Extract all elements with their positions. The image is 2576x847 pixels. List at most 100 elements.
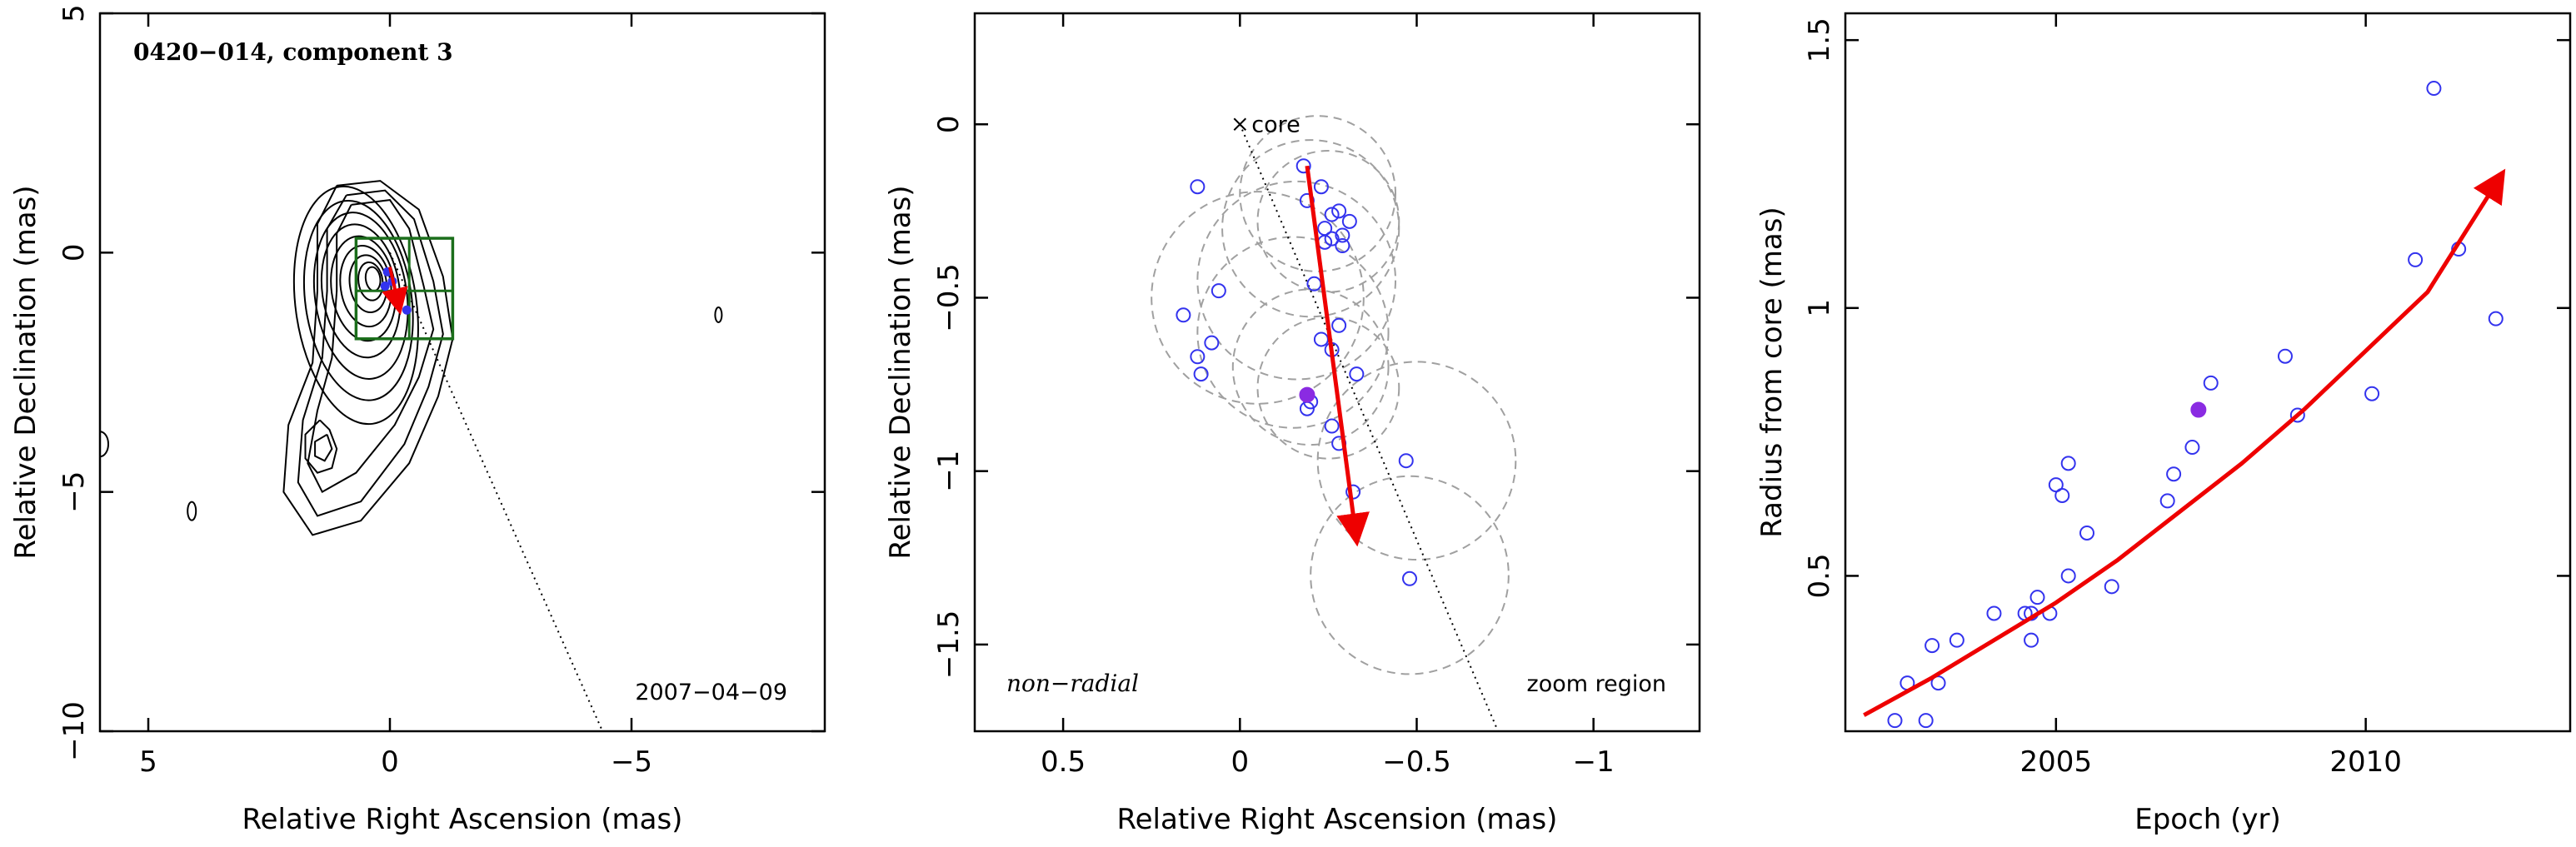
radius-point xyxy=(2277,348,2293,364)
contour-level-outer xyxy=(314,433,333,462)
position-point xyxy=(1313,331,1329,347)
map-x-tick-label: −5 xyxy=(611,745,652,779)
contour-island xyxy=(187,501,197,521)
radius-content xyxy=(1863,81,2506,729)
radius-frame xyxy=(1844,12,2572,733)
trajectory-line xyxy=(1239,123,1500,731)
contour-level xyxy=(320,223,402,359)
position-point xyxy=(1331,203,1347,219)
position-point xyxy=(1335,227,1350,243)
highlight-point xyxy=(2190,401,2207,418)
position-point xyxy=(1204,335,1220,351)
uncertainty-circle xyxy=(1196,180,1397,381)
map-plot-area xyxy=(100,180,723,731)
uncertainty-circle xyxy=(1316,361,1517,561)
radius-point xyxy=(1925,638,1940,654)
zoom-x-tick-label: −1 xyxy=(1573,745,1615,779)
non-radial-label: non−radial xyxy=(1006,670,1139,697)
radius-y-tick-label: 0.5 xyxy=(1803,553,1836,598)
radius-point xyxy=(1918,713,1934,729)
map-x-tick-label: 0 xyxy=(381,745,399,779)
radius-point xyxy=(2289,407,2305,423)
date-label: 2007−04−09 xyxy=(635,680,787,705)
zoom-plot-area xyxy=(1151,115,1517,731)
radius-plot-area xyxy=(1863,81,2506,729)
component-point xyxy=(402,305,412,315)
contour-level xyxy=(357,261,384,301)
radius-point xyxy=(2029,590,2045,605)
map-title: 0420−014, component 3 xyxy=(133,38,453,66)
map-overlays xyxy=(354,237,604,731)
position-point xyxy=(1349,366,1365,382)
position-point xyxy=(1211,283,1226,299)
position-point xyxy=(1324,418,1340,434)
zoom-content xyxy=(1151,115,1517,731)
radius-y-tick-label: 1.5 xyxy=(1803,17,1836,62)
radius-point xyxy=(2060,568,2076,584)
fit-curve xyxy=(1863,168,2506,717)
contour-map xyxy=(100,180,723,536)
radius-x-tick-label: 2010 xyxy=(2329,745,2402,779)
map-frame xyxy=(98,12,826,733)
contour-level xyxy=(302,199,414,401)
radius-point xyxy=(2079,525,2094,541)
map-y-tick-label: 5 xyxy=(57,4,91,22)
map-y-tick-label: −10 xyxy=(57,701,91,761)
radius-panel: 2005 2010 0.5 1 1.5 Epoch (yr) Radius from c… xyxy=(1755,12,2572,836)
zoom-x-tick-label: 0 xyxy=(1231,745,1249,779)
radius-point xyxy=(1986,605,2002,621)
radius-point xyxy=(2184,440,2200,456)
contour-level-outer xyxy=(307,199,435,494)
radius-point xyxy=(2408,252,2424,267)
radius-y-tick-label: 1 xyxy=(1803,299,1836,317)
uncertainty-circle xyxy=(1231,288,1390,446)
position-point xyxy=(1402,570,1417,586)
contour-level-outer xyxy=(297,189,444,517)
position-point xyxy=(1324,207,1340,222)
radius-x-axis-label: Epoch (yr) xyxy=(2134,803,2281,836)
radius-point xyxy=(2203,375,2219,391)
position-point xyxy=(1306,276,1322,291)
uncertainty-circle xyxy=(1310,475,1510,675)
highlight-point xyxy=(1299,386,1315,403)
map-panel: 5 0 −5 5 0 −5 −10 0420−014, component 3 2007−0… xyxy=(9,4,826,836)
position-point xyxy=(1190,349,1206,365)
uncertainty-circle xyxy=(1151,191,1365,405)
position-point xyxy=(1313,179,1329,195)
motion-arrow xyxy=(1305,165,1370,547)
motion-arrow xyxy=(382,267,408,316)
position-point xyxy=(1335,238,1350,254)
map-y-axis-label: Relative Declination (mas) xyxy=(9,185,42,559)
trajectory-line xyxy=(389,252,604,731)
radius-point xyxy=(2426,81,2442,97)
uncertainty-circle xyxy=(1256,149,1400,293)
radius-point xyxy=(2159,493,2175,509)
zoom-y-tick-label: −0.5 xyxy=(932,263,966,332)
radius-point xyxy=(2024,632,2039,648)
radius-point xyxy=(2166,466,2182,482)
map-ticks: 5 0 −5 5 0 −5 −10 xyxy=(57,4,825,779)
zoom-x-tick-label: 0.5 xyxy=(1041,745,1086,779)
zoom-frame xyxy=(973,12,1701,733)
uncertainty-circle xyxy=(1221,139,1400,318)
position-point xyxy=(1193,366,1209,382)
contour-level-outer xyxy=(304,419,338,474)
contour-island xyxy=(714,306,723,324)
map-y-tick-label: 0 xyxy=(57,244,91,262)
map-x-tick-label: 5 xyxy=(139,745,157,779)
component-point xyxy=(380,282,390,291)
zoom-y-tick-label: 0 xyxy=(932,115,966,133)
map-y-tick-label: −5 xyxy=(57,471,91,513)
zoom-x-tick-label: −0.5 xyxy=(1382,745,1451,779)
radius-y-axis-label: Radius from core (mas) xyxy=(1755,207,1789,537)
position-point xyxy=(1324,231,1340,247)
radius-point xyxy=(1887,713,1903,729)
contour-level xyxy=(348,254,388,313)
contour-level xyxy=(292,185,419,426)
radius-point xyxy=(1949,632,1964,648)
contour-island xyxy=(100,431,109,458)
position-point xyxy=(1190,179,1206,195)
position-point xyxy=(1295,158,1311,174)
radius-point xyxy=(1930,675,1946,691)
